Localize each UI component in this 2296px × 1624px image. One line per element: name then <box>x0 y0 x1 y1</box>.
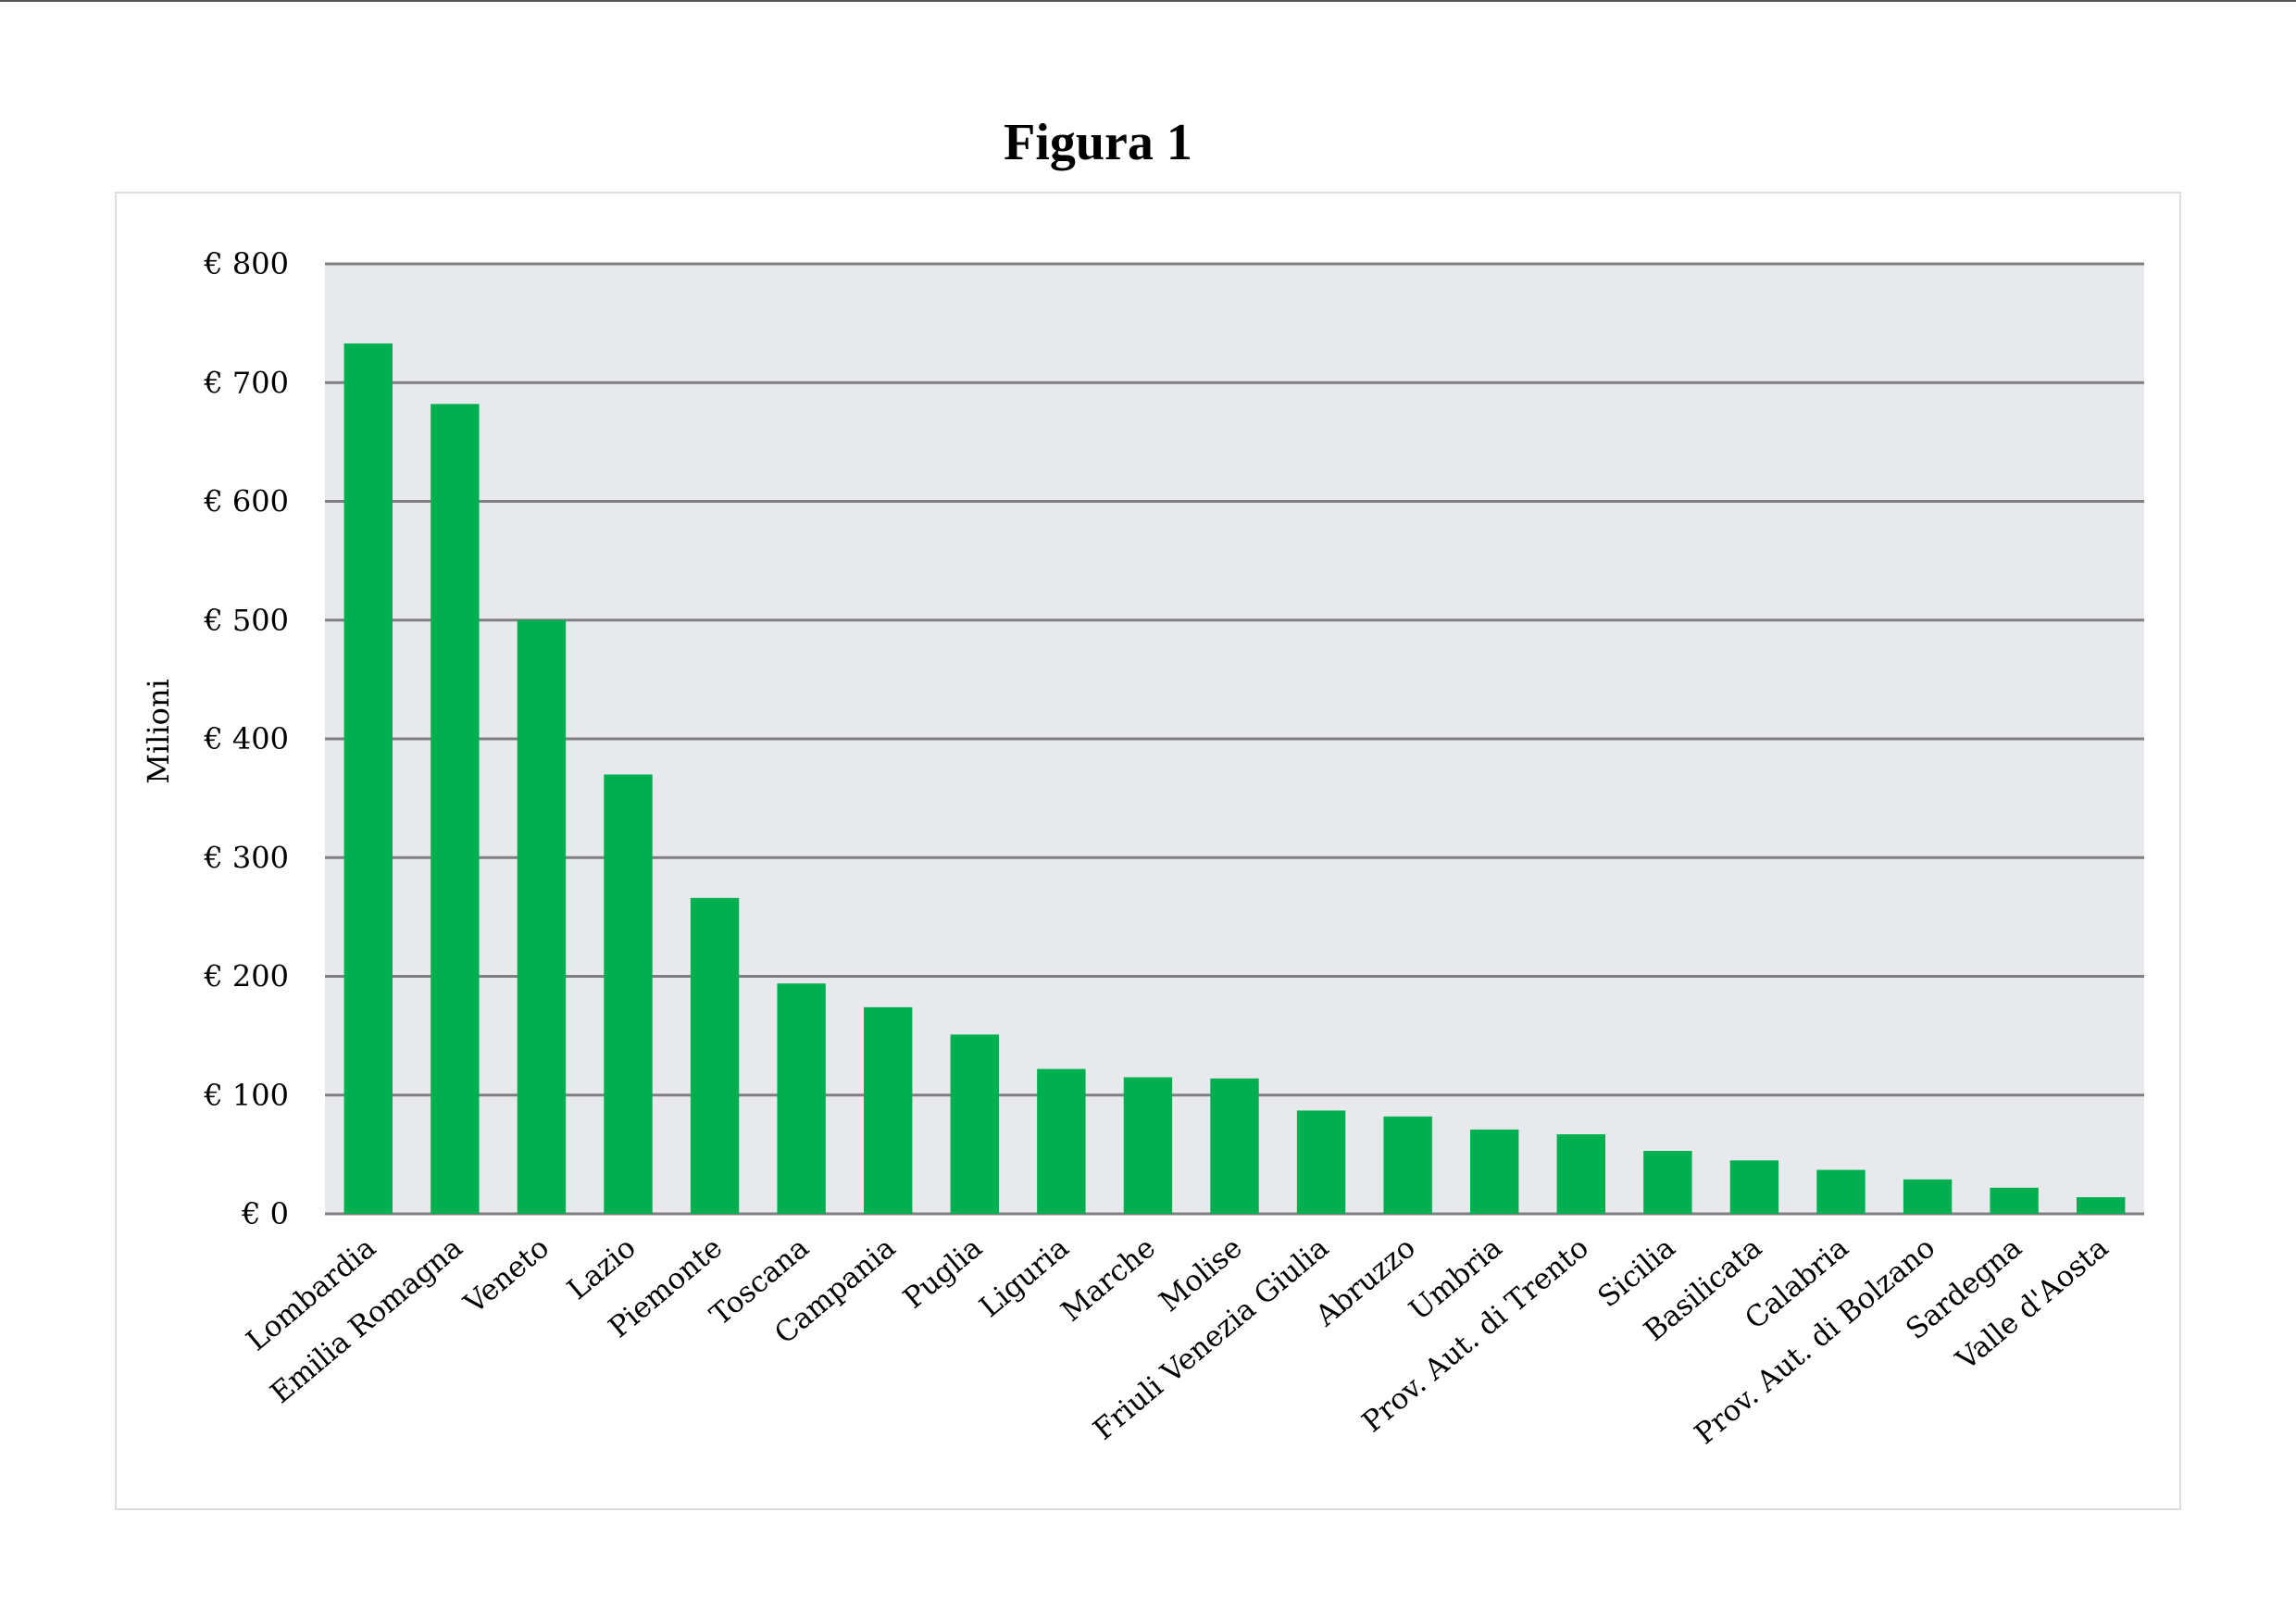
y-tick-labels: € 0 € 100 € 200 € 300 € 400 € 500 € 600 € 700 € … <box>203 246 289 1231</box>
bar-abruzzo <box>1383 1116 1432 1214</box>
bar-veneto <box>517 619 567 1214</box>
bar-umbria <box>1470 1129 1519 1214</box>
x-category-label: Marche <box>1054 1231 1162 1329</box>
bar-lazio <box>604 774 653 1214</box>
bar-campania <box>864 1006 913 1214</box>
y-tick-label: € 400 <box>203 721 289 756</box>
x-category-label: Puglia <box>897 1231 989 1316</box>
bars <box>343 343 2126 1215</box>
y-tick-label: € 500 <box>203 603 289 638</box>
y-tick-label: € 100 <box>203 1078 289 1113</box>
y-tick-label: € 0 <box>241 1196 289 1231</box>
x-category-label: Veneto <box>457 1231 555 1321</box>
bar-friuli-venezia-giulia <box>1296 1110 1346 1214</box>
bar-molise <box>1210 1078 1259 1214</box>
y-tick-label: € 200 <box>203 959 289 994</box>
bar-piemonte <box>690 897 740 1214</box>
bar-sardegna <box>1990 1187 2039 1214</box>
y-tick-label: € 600 <box>203 484 289 519</box>
y-tick-label: € 800 <box>203 246 289 281</box>
x-category-label: Valle d'Aosta <box>1949 1231 2115 1378</box>
y-axis-title: Milioni <box>141 679 176 784</box>
bar-liguria <box>1037 1068 1086 1214</box>
bar-lombardia <box>343 343 393 1214</box>
bar-sicilia <box>1643 1151 1692 1214</box>
bar-calabria <box>1816 1169 1866 1214</box>
bar-valle-d-aosta <box>2077 1197 2126 1214</box>
y-tick-label: € 300 <box>203 840 289 875</box>
bar-prov-aut-di-trento <box>1556 1134 1605 1214</box>
bar-emilia-romagna <box>430 404 480 1215</box>
bar-basilicata <box>1729 1160 1779 1214</box>
bar-marche <box>1123 1077 1173 1214</box>
y-tick-label: € 700 <box>203 365 289 400</box>
figure-title: Figura 1 <box>1004 114 1192 171</box>
top-rule <box>0 0 2296 2</box>
bar-puglia <box>950 1034 999 1214</box>
bar-toscana <box>777 983 826 1214</box>
bar-prov-aut-di-bolzano <box>1903 1179 1953 1214</box>
